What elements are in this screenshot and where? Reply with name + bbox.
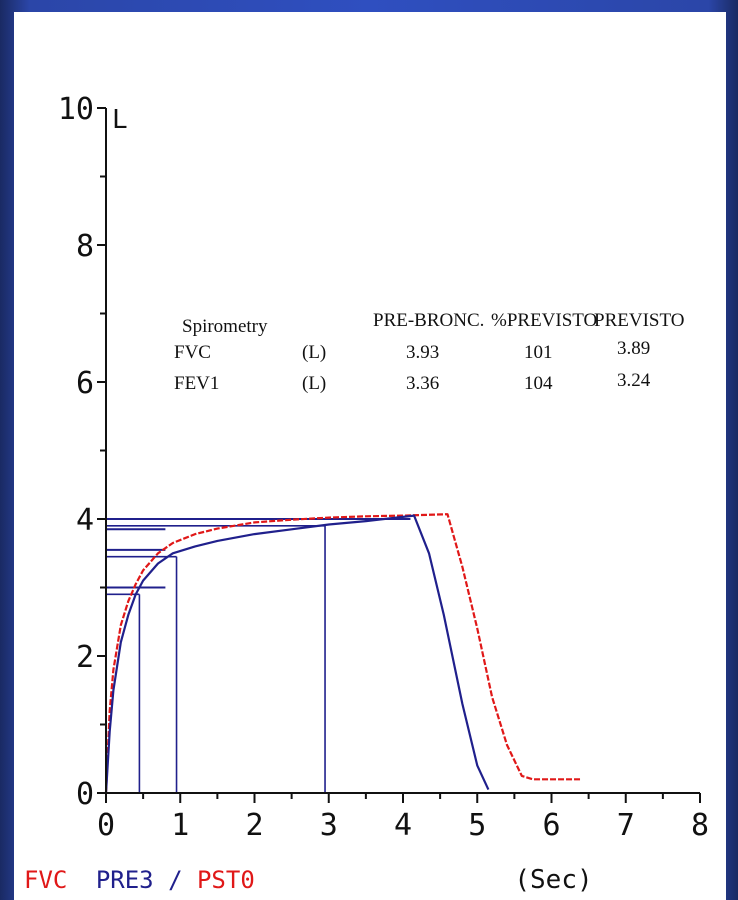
y-unit-label: L [112, 105, 128, 135]
series-blue-curve [104, 514, 490, 794]
x-unit-label: (Sec) [514, 865, 592, 895]
y-tick-label: 0 [76, 777, 94, 812]
x-tick-label: 3 [320, 808, 338, 843]
x-tick-label: 8 [691, 808, 709, 843]
table-row-fev1-unit: (L) [302, 373, 326, 394]
table-row-fvc-label: FVC [174, 342, 211, 363]
y-tick-label: 2 [76, 640, 94, 675]
series-red-curve [104, 513, 582, 794]
table-row-fev1-pred: 3.24 [617, 370, 651, 391]
legend: FVC PRE3 / PST0 [24, 866, 255, 894]
series-layer [104, 513, 582, 794]
table-header-pre-bronc: PRE-BRONC. [373, 310, 484, 331]
table-row-fvc-unit: (L) [302, 342, 326, 363]
legend-pre3: PRE3 [96, 866, 154, 894]
legend-pst0: PST0 [197, 866, 255, 894]
chart-frame: 0 2 4 6 8 10 0 1 2 3 4 5 6 7 8 L (Sec) Spirometry PRE… [14, 12, 726, 900]
reference-lines [106, 518, 411, 793]
table-header-spirometry: Spirometry [182, 316, 268, 337]
table-header-previsto: PREVISTO [594, 310, 684, 331]
table-row-fvc-pre: 3.93 [406, 342, 439, 363]
y-tick-label: 6 [76, 366, 94, 401]
x-tick-label: 0 [97, 808, 115, 843]
spirometry-chart: 0 2 4 6 8 10 0 1 2 3 4 5 6 7 8 L (Sec) Spirometry PRE… [24, 92, 709, 895]
x-tick-label: 7 [617, 808, 635, 843]
x-tick-label: 5 [468, 808, 486, 843]
table-row-fev1-label: FEV1 [174, 373, 219, 394]
x-tick-label: 4 [394, 808, 412, 843]
table-header-pct-previsto: %PREVISTO [491, 310, 597, 331]
spirometry-table: Spirometry PRE-BRONC. %PREVISTO PREVISTO… [174, 310, 684, 394]
table-row-fev1-pre: 3.36 [406, 373, 439, 394]
legend-slash: / [168, 866, 182, 894]
x-tick-label: 6 [542, 808, 560, 843]
x-tick-label: 2 [245, 808, 263, 843]
y-tick-label: 4 [76, 503, 94, 538]
y-tick-label: 10 [58, 92, 94, 127]
x-tick-label: 1 [171, 808, 189, 843]
table-row-fvc-pct: 101 [524, 342, 553, 363]
y-tick-label: 8 [76, 229, 94, 264]
table-row-fvc-pred: 3.89 [617, 338, 650, 359]
table-row-fev1-pct: 104 [524, 373, 553, 394]
axes [105, 108, 700, 794]
legend-fvc: FVC [24, 866, 67, 894]
y-ticks: 0 2 4 6 8 10 [58, 92, 106, 812]
x-ticks: 0 1 2 3 4 5 6 7 8 [97, 793, 709, 843]
